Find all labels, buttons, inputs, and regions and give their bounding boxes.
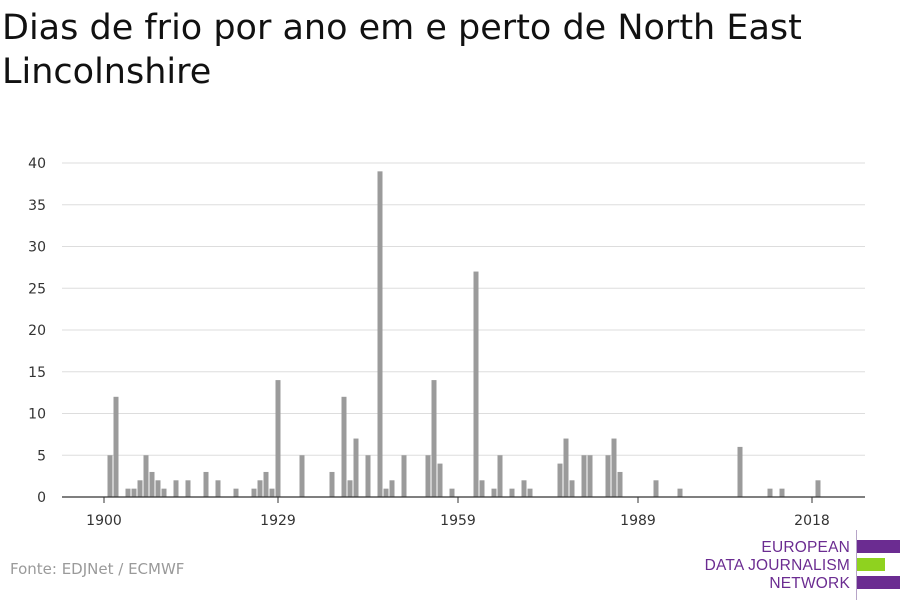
bar[interactable] <box>365 455 371 497</box>
logo-line-3: NETWORK <box>769 575 850 592</box>
bar[interactable] <box>497 455 503 497</box>
bar[interactable] <box>677 488 683 497</box>
bar[interactable] <box>653 480 659 497</box>
logo-bar-purple-top <box>857 540 900 553</box>
bar[interactable] <box>131 488 137 497</box>
bar[interactable] <box>257 480 263 497</box>
bar[interactable] <box>611 438 617 497</box>
edjnet-logo: EUROPEAN DATA JOURNALISM NETWORK <box>700 530 900 600</box>
source-note: Fonte: EDJNet / ECMWF <box>10 560 185 578</box>
bar[interactable] <box>215 480 221 497</box>
y-tick-label: 25 <box>28 281 46 297</box>
bar[interactable] <box>401 455 407 497</box>
bar[interactable] <box>563 438 569 497</box>
x-axis-ticks: 1900 1929 1959 1989 2018 <box>86 497 830 529</box>
bar[interactable] <box>347 480 353 497</box>
y-tick-label: 5 <box>37 448 46 464</box>
bar[interactable] <box>161 488 167 497</box>
bar[interactable] <box>251 488 257 497</box>
x-tick-label: 1959 <box>440 513 476 529</box>
bar[interactable] <box>269 488 275 497</box>
bar[interactable] <box>431 380 437 497</box>
bar[interactable] <box>299 455 305 497</box>
bar[interactable] <box>587 455 593 497</box>
bar[interactable] <box>329 471 335 497</box>
bar[interactable] <box>527 488 533 497</box>
bar[interactable] <box>605 455 611 497</box>
bar[interactable] <box>263 471 269 497</box>
bar[interactable] <box>617 471 623 497</box>
gridlines <box>62 162 865 456</box>
bar[interactable] <box>449 488 455 497</box>
bar[interactable] <box>767 488 773 497</box>
bar[interactable] <box>107 455 113 497</box>
bar[interactable] <box>137 480 143 497</box>
bar[interactable] <box>383 488 389 497</box>
y-axis-ticks: 0 5 10 15 20 25 30 35 40 <box>28 156 46 506</box>
bar[interactable] <box>437 463 443 497</box>
bar[interactable] <box>125 488 131 497</box>
bar[interactable] <box>779 488 785 497</box>
y-tick-label: 15 <box>28 365 46 381</box>
bar[interactable] <box>737 446 743 497</box>
x-tick-label: 1900 <box>86 513 122 529</box>
bar[interactable] <box>377 171 383 497</box>
bar[interactable] <box>113 396 119 497</box>
x-tick-label: 1989 <box>620 513 656 529</box>
bar[interactable] <box>155 480 161 497</box>
logo-line-1: EUROPEAN <box>761 539 850 556</box>
logo-bar-purple-bottom <box>857 576 900 589</box>
bars <box>107 171 821 497</box>
y-tick-label: 10 <box>28 407 46 423</box>
bar[interactable] <box>233 488 239 497</box>
bar[interactable] <box>581 455 587 497</box>
bar[interactable] <box>425 455 431 497</box>
bar[interactable] <box>341 396 347 497</box>
bar[interactable] <box>149 471 155 497</box>
logo-bar-green <box>857 558 885 571</box>
bar[interactable] <box>389 480 395 497</box>
y-tick-label: 40 <box>28 156 46 172</box>
bar[interactable] <box>509 488 515 497</box>
chart-title: Dias de frio por ano em e perto de North… <box>2 8 802 92</box>
logo-line-2: DATA JOURNALISM <box>704 557 850 574</box>
bar[interactable] <box>275 380 281 497</box>
bar[interactable] <box>173 480 179 497</box>
bar[interactable] <box>569 480 575 497</box>
y-tick-label: 35 <box>28 198 46 214</box>
logo-divider <box>856 530 857 600</box>
y-tick-label: 0 <box>37 490 46 506</box>
bar[interactable] <box>815 480 821 497</box>
bar[interactable] <box>143 455 149 497</box>
bar[interactable] <box>557 463 563 497</box>
bar[interactable] <box>491 488 497 497</box>
bar[interactable] <box>185 480 191 497</box>
y-tick-label: 20 <box>28 323 46 339</box>
bar[interactable] <box>473 271 479 497</box>
bar[interactable] <box>479 480 485 497</box>
bar[interactable] <box>203 471 209 497</box>
bar[interactable] <box>521 480 527 497</box>
x-tick-label: 1929 <box>260 513 296 529</box>
y-tick-label: 30 <box>28 240 46 256</box>
bar[interactable] <box>353 438 359 497</box>
x-tick-label: 2018 <box>794 513 830 529</box>
